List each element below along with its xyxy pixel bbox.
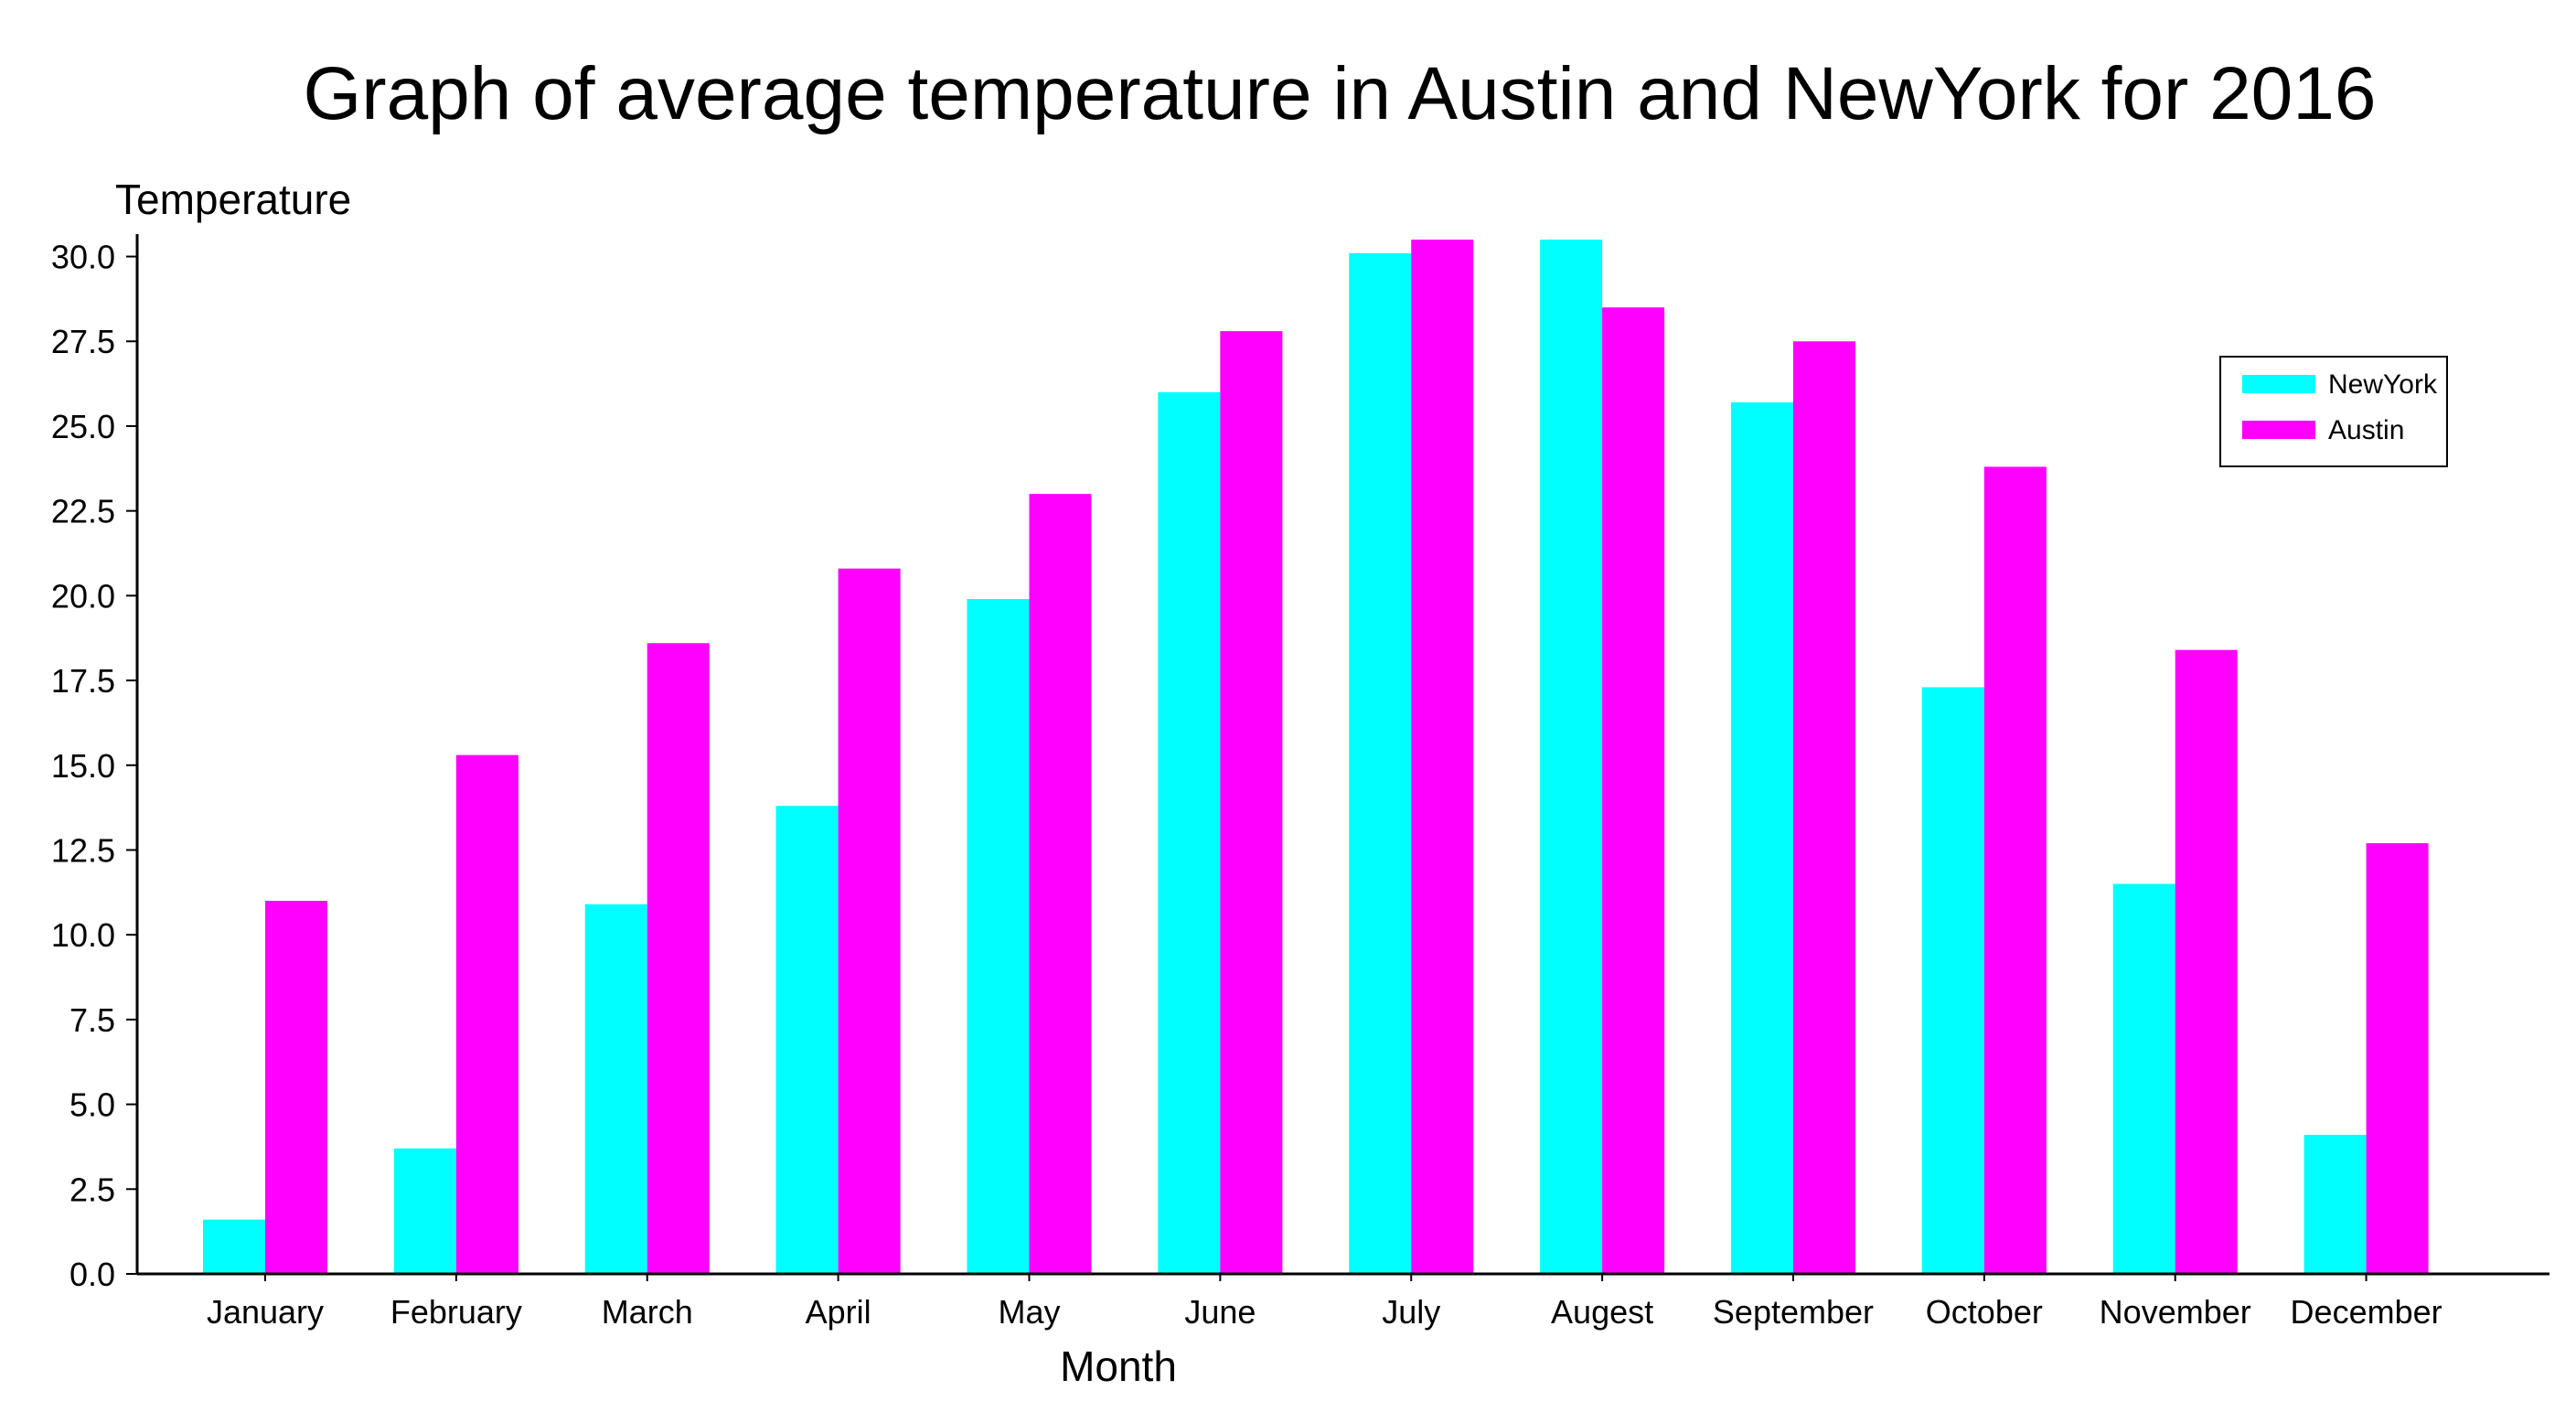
x-tick-label: January [207,1293,324,1331]
y-tick-label: 15.0 [51,747,115,785]
axes-group: January February March April May June July Auge… [51,234,2549,1331]
y-tick-label: 30.0 [51,239,115,276]
x-tick-label: November [2100,1293,2251,1331]
bar-austin-augest [1602,307,1665,1274]
x-tick-label: February [390,1293,522,1331]
legend-label-austin: Austin [2328,415,2404,445]
bar-austin-october [1983,466,2047,1274]
bar-newyork-july [1349,252,1412,1275]
bar-austin-march [647,643,710,1274]
x-tick-label: December [2291,1293,2442,1331]
y-tick-label: 12.5 [51,831,115,869]
x-tick-label: June [1184,1293,1256,1331]
bar-austin-november [2175,649,2238,1274]
bar-austin-july [1411,240,1474,1274]
y-tick-label: 20.0 [51,577,115,615]
bar-austin-april [838,568,901,1274]
legend: NewYork Austin [2219,356,2448,467]
y-tick-label: 2.5 [69,1171,115,1208]
y-tick-label: 22.5 [51,493,115,530]
legend-swatch-newyork [2242,375,2315,393]
bar-austin-september [1792,341,1855,1274]
x-tick-label: September [1713,1293,1874,1331]
y-tick-label: 27.5 [51,323,115,360]
bar-newyork-february [393,1148,456,1274]
y-tick-label: 10.0 [51,916,115,954]
x-tick-label: March [602,1293,693,1331]
x-tick-label: October [1926,1293,2043,1331]
x-tick-label: May [998,1293,1060,1331]
bar-newyork-november [2112,883,2175,1274]
bar-austin-may [1029,494,1092,1274]
x-tick-label: Augest [1551,1293,1653,1331]
x-axis-label: Month [1060,1342,1177,1390]
bar-newyork-may [967,599,1030,1274]
y-tick-label: 0.0 [69,1256,115,1293]
bar-newyork-december [2303,1134,2367,1274]
bar-newyork-augest [1540,240,1603,1274]
y-axis-label: Temperature [115,176,351,223]
chart-title: Graph of average temperature in Austin a… [303,52,2376,135]
y-tick-label: 25.0 [51,408,115,445]
bar-austin-february [455,754,518,1274]
bar-newyork-january [203,1219,265,1274]
y-tick-label: 5.0 [69,1086,115,1124]
bar-newyork-september [1730,401,1793,1275]
y-tick-label: 7.5 [69,1001,115,1039]
legend-swatch-austin [2242,421,2315,439]
x-tick-label: April [806,1293,871,1331]
bars-group [203,240,2429,1275]
bar-newyork-march [584,904,647,1274]
bar-newyork-april [775,806,839,1274]
y-tick-label: 17.5 [51,662,115,700]
bar-newyork-june [1158,391,1221,1274]
bar-newyork-october [1921,687,1984,1274]
bar-austin-june [1220,331,1283,1274]
legend-label-newyork: NewYork [2328,369,2438,400]
x-tick-label: July [1382,1293,1440,1331]
bar-austin-january [265,901,327,1274]
bar-austin-december [2366,843,2429,1274]
